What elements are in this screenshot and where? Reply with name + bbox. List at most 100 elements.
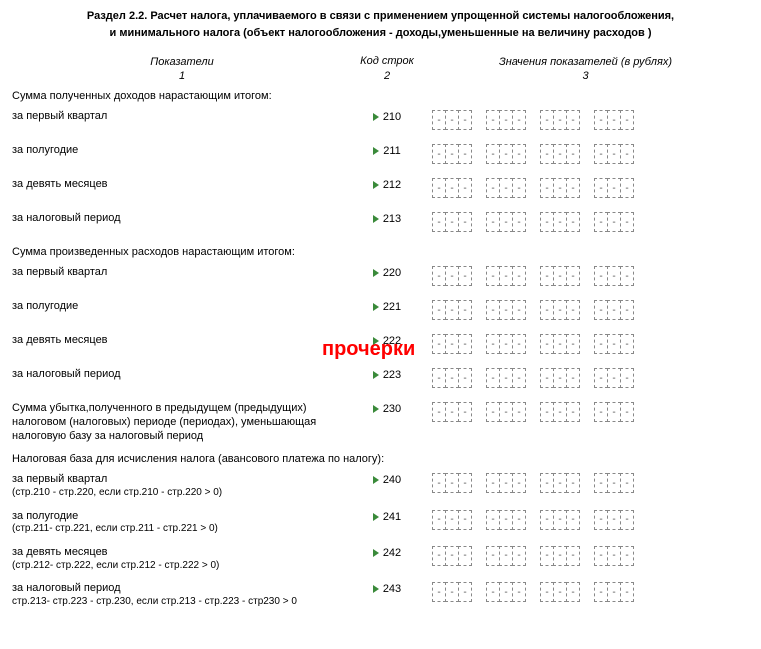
input-cell[interactable]: - [594, 334, 608, 354]
input-cell[interactable]: - [445, 300, 459, 320]
input-cell[interactable]: - [553, 582, 567, 602]
input-cell[interactable]: - [445, 334, 459, 354]
input-cell[interactable]: - [445, 212, 459, 232]
input-cell[interactable]: - [486, 334, 500, 354]
input-cell[interactable]: - [499, 266, 513, 286]
input-cell[interactable]: - [620, 402, 634, 422]
input-cell[interactable]: - [620, 300, 634, 320]
input-cell[interactable]: - [540, 300, 554, 320]
input-cell[interactable]: - [553, 178, 567, 198]
input-cell[interactable]: - [594, 110, 608, 130]
input-cell[interactable]: - [540, 144, 554, 164]
input-cell[interactable]: - [445, 402, 459, 422]
input-cell[interactable]: - [553, 266, 567, 286]
input-cell[interactable]: - [432, 144, 446, 164]
input-cell[interactable]: - [445, 266, 459, 286]
input-cell[interactable]: - [458, 546, 472, 566]
input-cell[interactable]: - [486, 368, 500, 388]
input-cell[interactable]: - [594, 510, 608, 530]
input-cell[interactable]: - [499, 582, 513, 602]
input-cell[interactable]: - [458, 212, 472, 232]
input-cell[interactable]: - [432, 266, 446, 286]
input-cell[interactable]: - [553, 334, 567, 354]
input-cell[interactable]: - [566, 178, 580, 198]
input-cell[interactable]: - [445, 582, 459, 602]
input-cell[interactable]: - [620, 212, 634, 232]
input-cell[interactable]: - [553, 368, 567, 388]
input-cell[interactable]: - [486, 144, 500, 164]
input-cell[interactable]: - [607, 546, 621, 566]
input-cell[interactable]: - [432, 546, 446, 566]
input-cell[interactable]: - [499, 178, 513, 198]
input-cell[interactable]: - [620, 546, 634, 566]
input-cell[interactable]: - [566, 402, 580, 422]
input-cell[interactable]: - [594, 300, 608, 320]
input-cell[interactable]: - [620, 510, 634, 530]
input-cell[interactable]: - [486, 510, 500, 530]
input-cell[interactable]: - [553, 473, 567, 493]
input-cell[interactable]: - [458, 334, 472, 354]
input-cell[interactable]: - [512, 473, 526, 493]
input-cell[interactable]: - [540, 510, 554, 530]
input-cell[interactable]: - [499, 212, 513, 232]
input-cell[interactable]: - [486, 402, 500, 422]
input-cell[interactable]: - [499, 334, 513, 354]
input-cell[interactable]: - [620, 266, 634, 286]
input-cell[interactable]: - [607, 582, 621, 602]
input-cell[interactable]: - [512, 510, 526, 530]
input-cell[interactable]: - [553, 212, 567, 232]
input-cell[interactable]: - [607, 266, 621, 286]
input-cell[interactable]: - [607, 402, 621, 422]
input-cell[interactable]: - [566, 110, 580, 130]
input-cell[interactable]: - [458, 582, 472, 602]
input-cell[interactable]: - [512, 402, 526, 422]
input-cell[interactable]: - [607, 510, 621, 530]
input-cell[interactable]: - [499, 546, 513, 566]
input-cell[interactable]: - [486, 546, 500, 566]
input-cell[interactable]: - [594, 402, 608, 422]
input-cell[interactable]: - [512, 266, 526, 286]
input-cell[interactable]: - [432, 212, 446, 232]
input-cell[interactable]: - [566, 212, 580, 232]
input-cell[interactable]: - [486, 178, 500, 198]
input-cell[interactable]: - [620, 144, 634, 164]
input-cell[interactable]: - [458, 300, 472, 320]
input-cell[interactable]: - [607, 110, 621, 130]
input-cell[interactable]: - [620, 178, 634, 198]
input-cell[interactable]: - [566, 473, 580, 493]
input-cell[interactable]: - [445, 510, 459, 530]
input-cell[interactable]: - [620, 368, 634, 388]
input-cell[interactable]: - [607, 212, 621, 232]
input-cell[interactable]: - [458, 266, 472, 286]
input-cell[interactable]: - [432, 510, 446, 530]
input-cell[interactable]: - [594, 144, 608, 164]
input-cell[interactable]: - [594, 546, 608, 566]
input-cell[interactable]: - [432, 110, 446, 130]
input-cell[interactable]: - [512, 546, 526, 566]
input-cell[interactable]: - [620, 110, 634, 130]
input-cell[interactable]: - [499, 402, 513, 422]
input-cell[interactable]: - [540, 178, 554, 198]
input-cell[interactable]: - [540, 368, 554, 388]
input-cell[interactable]: - [540, 334, 554, 354]
input-cell[interactable]: - [512, 110, 526, 130]
input-cell[interactable]: - [458, 510, 472, 530]
input-cell[interactable]: - [486, 110, 500, 130]
input-cell[interactable]: - [607, 144, 621, 164]
input-cell[interactable]: - [512, 178, 526, 198]
input-cell[interactable]: - [607, 178, 621, 198]
input-cell[interactable]: - [432, 178, 446, 198]
input-cell[interactable]: - [499, 473, 513, 493]
input-cell[interactable]: - [540, 582, 554, 602]
input-cell[interactable]: - [499, 144, 513, 164]
input-cell[interactable]: - [445, 473, 459, 493]
input-cell[interactable]: - [432, 300, 446, 320]
input-cell[interactable]: - [553, 402, 567, 422]
input-cell[interactable]: - [432, 473, 446, 493]
input-cell[interactable]: - [512, 300, 526, 320]
input-cell[interactable]: - [553, 300, 567, 320]
input-cell[interactable]: - [499, 368, 513, 388]
input-cell[interactable]: - [458, 368, 472, 388]
input-cell[interactable]: - [594, 473, 608, 493]
input-cell[interactable]: - [512, 212, 526, 232]
